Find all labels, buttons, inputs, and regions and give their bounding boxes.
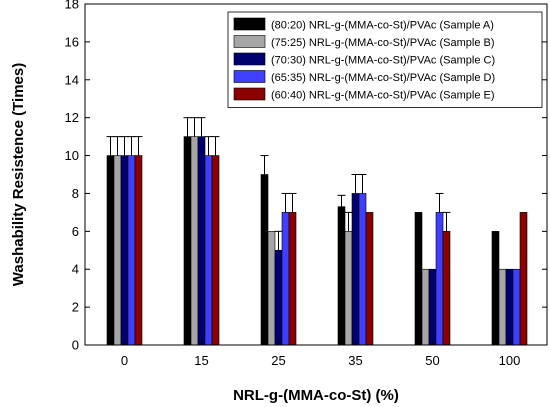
bar xyxy=(505,268,514,346)
y-tick-label: 0 xyxy=(72,338,79,353)
x-tick-label: 50 xyxy=(425,353,439,368)
bar xyxy=(337,206,346,346)
x-tick-label: 0 xyxy=(121,353,128,368)
bar xyxy=(134,155,143,346)
bar xyxy=(358,193,367,346)
x-tick-label: 15 xyxy=(194,353,208,368)
y-tick-label: 12 xyxy=(65,110,79,125)
y-axis: 0 2 4 6 8 10 12 14 16 18 xyxy=(65,0,547,353)
legend-label: (65:35) NRL-g-(MMA-co-St)/PVAc (Sample D… xyxy=(271,72,495,84)
bar xyxy=(491,231,500,346)
x-axis-title: NRL-g-(MMA-co-St) (%) xyxy=(233,387,399,404)
bar xyxy=(414,212,423,346)
x-tick-label: 25 xyxy=(271,353,285,368)
bar xyxy=(512,268,521,346)
x-tick-label: 100 xyxy=(499,353,521,368)
legend-swatch xyxy=(233,52,266,66)
bar xyxy=(127,155,136,346)
legend-swatch xyxy=(233,17,266,31)
y-tick-label: 16 xyxy=(65,34,79,49)
y-axis-title: Washability Resistence (Times) xyxy=(10,63,27,286)
bar xyxy=(344,231,353,346)
bar xyxy=(281,212,290,346)
bar xyxy=(204,155,213,346)
legend: (80:20) NRL-g-(MMA-co-St)/PVAc (Sample A… xyxy=(227,11,543,108)
bar xyxy=(190,136,199,346)
legend-label: (60:40) NRL-g-(MMA-co-St)/PVAc (Sample E… xyxy=(271,90,495,102)
bar xyxy=(113,155,122,346)
bar xyxy=(442,231,451,346)
bar xyxy=(498,268,507,346)
legend-swatch xyxy=(233,70,266,83)
bar xyxy=(211,155,220,346)
bar xyxy=(421,268,430,346)
y-tick-label: 4 xyxy=(72,262,79,277)
bars-layer xyxy=(106,136,528,346)
y-tick-label: 6 xyxy=(72,224,79,239)
x-tick-label: 35 xyxy=(348,353,362,368)
legend-label: (70:30) NRL-g-(MMA-co-St)/PVAc (Sample C… xyxy=(271,55,495,67)
bar xyxy=(351,193,360,346)
bar xyxy=(120,155,129,346)
bar xyxy=(267,231,276,346)
legend-swatch xyxy=(233,35,266,48)
bar xyxy=(106,155,115,346)
y-tick-label: 10 xyxy=(65,148,79,163)
legend-label: (80:20) NRL-g-(MMA-co-St)/PVAc (Sample A… xyxy=(271,20,494,32)
bar xyxy=(197,136,206,346)
bar xyxy=(519,212,528,346)
error-bars-layer xyxy=(106,117,451,251)
bar xyxy=(183,136,192,346)
legend-swatch xyxy=(233,87,266,101)
y-tick-label: 2 xyxy=(72,300,79,315)
legend-box xyxy=(227,11,543,108)
bar xyxy=(288,212,297,346)
bar xyxy=(428,268,437,346)
bar xyxy=(435,212,444,346)
bar xyxy=(365,212,374,346)
bar xyxy=(260,174,269,346)
x-axis: 0 15 25 35 50 100 xyxy=(121,340,520,368)
y-tick-label: 18 xyxy=(65,0,79,12)
bar xyxy=(274,249,283,346)
y-tick-label: 14 xyxy=(65,72,79,87)
plot-area-frame xyxy=(84,3,548,346)
legend-label: (75:25) NRL-g-(MMA-co-St)/PVAc (Sample B… xyxy=(271,37,495,49)
y-tick-label: 8 xyxy=(72,186,79,201)
